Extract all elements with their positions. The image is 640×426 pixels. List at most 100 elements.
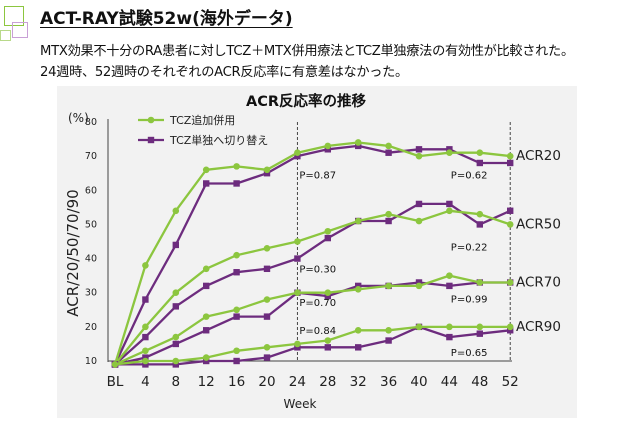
- acr70-mono-point: [203, 327, 210, 334]
- acr20-label: ACR20: [516, 148, 561, 164]
- decorative-square-purple: [12, 22, 28, 38]
- acr90-mono-point: [446, 333, 453, 341]
- acr20-combo-point: [324, 142, 332, 150]
- acr70-mono-point: [263, 313, 271, 320]
- legend-label-1: TCZ単独へ切り替え: [169, 133, 268, 147]
- acr50-combo-point: [142, 323, 149, 331]
- acr50-combo-point: [172, 289, 180, 297]
- acr70-combo-line: [114, 274, 511, 366]
- acr90-combo-point: [294, 340, 301, 348]
- acr50-label: ACR50: [516, 216, 561, 232]
- x-tick-label: 52: [502, 374, 519, 390]
- p-value-label: P=0.22: [451, 242, 488, 253]
- acr20-combo-point: [233, 163, 240, 170]
- acr90-combo-point: [324, 337, 332, 344]
- acr20-combo-point: [476, 149, 484, 157]
- p-value-label: P=0.62: [451, 171, 488, 182]
- acr20-combo-line: [113, 141, 511, 365]
- p-value-label: P=0.70: [299, 298, 336, 309]
- x-tick-label: 44: [441, 374, 458, 390]
- acr70-combo-point: [446, 272, 453, 279]
- acr90-combo-point: [354, 326, 362, 334]
- acr70-combo-point: [415, 282, 423, 290]
- legend-marker-1: [147, 136, 155, 144]
- acr50-combo-point: [354, 217, 362, 225]
- page-title: ACT-RAY試験52w(海外データ): [40, 9, 293, 29]
- acr50-combo-line: [114, 209, 511, 366]
- y-tick-label: 30: [85, 288, 97, 299]
- acr20-combo-point: [172, 207, 180, 215]
- acr50-combo-point: [263, 245, 271, 252]
- acr50-mono-point: [263, 265, 271, 273]
- y-tick-label: 20: [85, 322, 97, 333]
- acr20-combo-point: [385, 142, 392, 150]
- y-tick-label: 40: [85, 254, 97, 265]
- acr20-mono-point: [142, 296, 149, 303]
- p-value-label: P=0.65: [451, 348, 488, 359]
- acr20-combo-point: [294, 149, 301, 157]
- acr50-mono-line: [114, 202, 511, 366]
- acr90-combo-point: [476, 323, 484, 331]
- acr20-mono-point: [446, 146, 453, 153]
- x-tick-label: 12: [198, 374, 215, 390]
- acr70-combo-point: [476, 279, 484, 286]
- y-tick-label: 70: [85, 151, 97, 162]
- acr90-combo-point: [263, 344, 271, 351]
- acr70-combo-point: [354, 286, 362, 293]
- acr50-mono-point: [507, 207, 514, 214]
- acr90-mono-point: [172, 361, 179, 368]
- x-tick-label: BL: [107, 374, 124, 390]
- acr90-combo-point: [506, 323, 514, 331]
- acr70-combo-point: [142, 347, 149, 355]
- y-axis-label: ACR/20/50/70/90: [64, 189, 82, 316]
- decorative-square-light: [0, 30, 11, 41]
- acr20-combo-point: [354, 139, 362, 146]
- legend-label-0: TCZ追加併用: [169, 113, 235, 127]
- y-tick-label: 10: [85, 356, 97, 367]
- acr70-combo-point: [385, 282, 392, 290]
- acr20-mono-point: [476, 159, 483, 167]
- acr20-mono-point: [415, 146, 423, 153]
- acr70-mono-point: [355, 282, 362, 290]
- acr90-combo-point: [111, 361, 119, 368]
- acr20-mono-point: [385, 149, 392, 156]
- acr70-mono-line: [114, 281, 511, 366]
- x-axis-label: Week: [284, 397, 317, 411]
- description-line-1: MTX効果不十分のRA患者に対しTCZ＋MTX併用療法とTCZ単独療法の有効性が…: [40, 44, 574, 59]
- decorative-square-green: [4, 6, 24, 26]
- p-value-label: P=0.84: [299, 326, 336, 337]
- acr90-mono-point: [324, 344, 331, 351]
- acr70-combo-point: [202, 313, 210, 320]
- x-tick-label: 32: [350, 374, 367, 390]
- acr50-combo-point: [506, 221, 514, 228]
- acr90-combo-point: [142, 357, 149, 365]
- acr50-mono-point: [142, 333, 149, 341]
- acr50-mono-point: [324, 234, 331, 242]
- acr70-label: ACR70: [516, 274, 561, 290]
- acr90-mono-point: [142, 361, 149, 368]
- acr50-mono-point: [294, 255, 301, 262]
- acr50-mono-point: [172, 303, 179, 310]
- acr20-mono-point: [507, 159, 514, 167]
- y-tick-label: 80: [85, 117, 97, 128]
- acr70-combo-point: [294, 289, 301, 297]
- acr90-mono-point: [507, 327, 514, 334]
- p-value-label: P=0.99: [451, 295, 488, 306]
- acr90-combo-point: [415, 323, 423, 331]
- acr90-combo-point: [172, 357, 180, 365]
- acr90-combo-line: [114, 325, 511, 366]
- acr90-mono-point: [263, 354, 271, 361]
- acr70-combo-point: [172, 333, 180, 341]
- acr90-combo-point: [446, 323, 453, 331]
- p-value-label: P=0.30: [299, 264, 336, 275]
- acr20-mono-point: [203, 180, 210, 187]
- acr50-combo-point: [294, 238, 301, 245]
- acr20-combo-point: [263, 166, 271, 174]
- chart-title: ACR反応率の推移: [246, 92, 367, 110]
- legend-marker-0: [147, 116, 155, 124]
- acr90-combo-point: [202, 354, 210, 361]
- x-tick-label: 48: [471, 374, 488, 390]
- acr90-combo-point: [385, 326, 392, 334]
- x-tick-label: 20: [258, 374, 275, 390]
- acr50-mono-point: [415, 200, 423, 208]
